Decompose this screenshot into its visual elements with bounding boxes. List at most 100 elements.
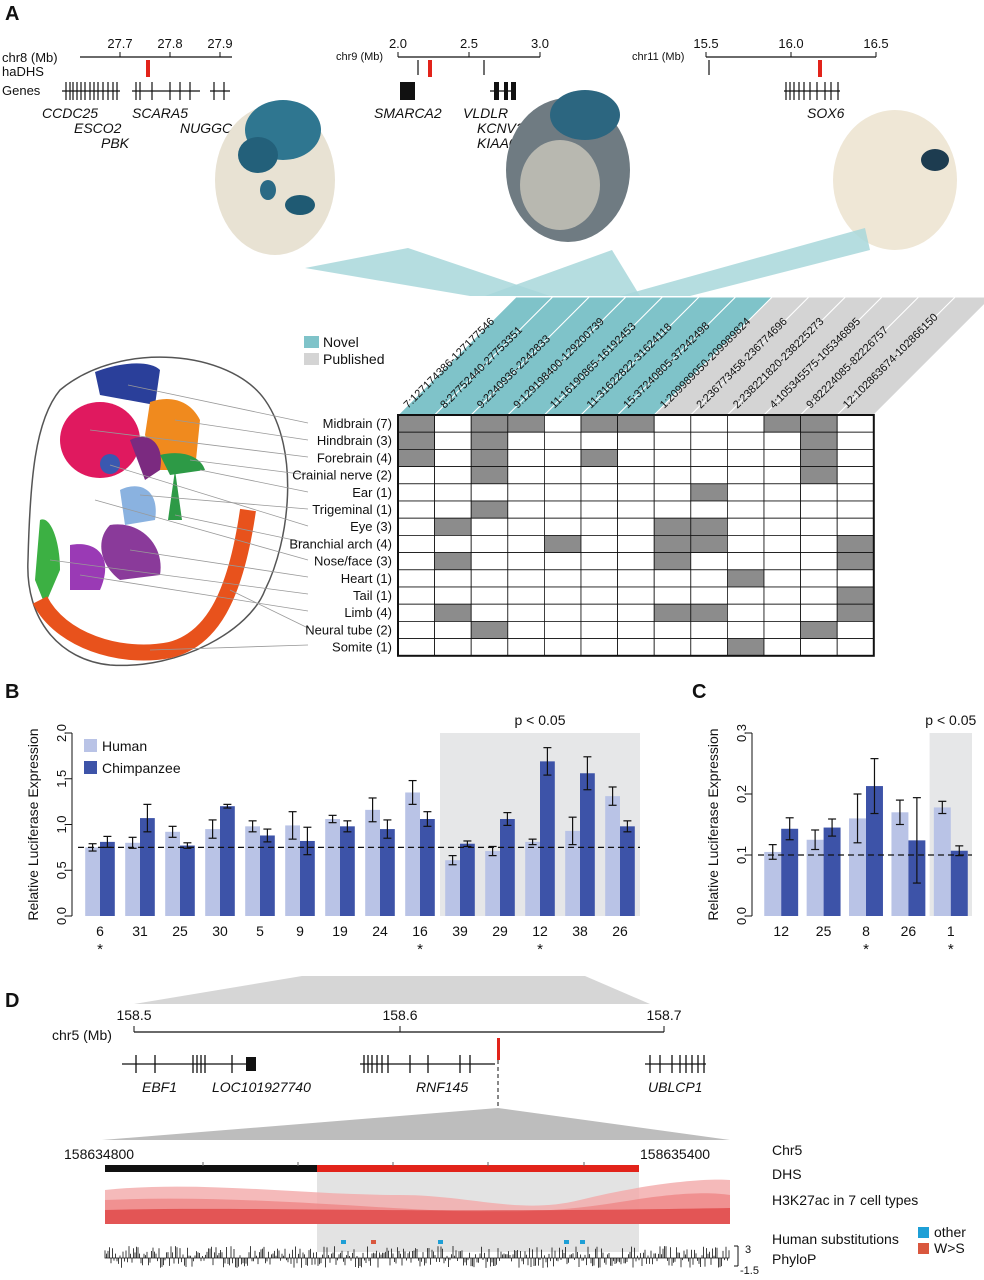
panel-label-c: C: [692, 681, 706, 703]
matrix-cell-1-8: [653, 414, 692, 433]
matrix-cell-10-8: [653, 569, 692, 588]
legend-swatch-chimpanzee: [84, 761, 97, 774]
haDHS-track-label: haDHS: [2, 64, 44, 79]
matrix-cell-2-6: [580, 431, 618, 450]
matrix-cell-14-5: [544, 638, 582, 657]
matrix-cell-6-2: [434, 500, 472, 519]
matrix-cell-4-7: [617, 466, 655, 485]
matrix-cell-7-4: [507, 517, 545, 536]
matrix-cell-4-3: [470, 466, 509, 485]
matrix-cell-4-9: [690, 466, 728, 485]
matrix-cell-13-7: [617, 621, 655, 640]
panel-label-a: A: [5, 3, 19, 25]
locus-chr9-axis-label: chr9 (Mb): [336, 51, 383, 63]
matrix-cell-4-5: [544, 466, 582, 485]
panel-d-tick-1: 158.5: [116, 1007, 151, 1023]
panel-label-d: D: [5, 990, 19, 1012]
matrix-cell-3-9: [690, 448, 728, 467]
matrix-cell-9-5: [544, 552, 582, 571]
matrix-cell-3-3: [470, 448, 509, 467]
matrix-cell-3-2: [434, 448, 472, 467]
matrix-cell-7-2: [434, 517, 472, 536]
locus-chr8-tick-1: 27.7: [107, 36, 132, 51]
x-tick-label-26: 26: [612, 923, 628, 939]
x-tick-label-29: 29: [492, 923, 508, 939]
matrix-cell-12-3: [470, 603, 509, 622]
panel-d-tick-3: 158.7: [646, 1007, 681, 1023]
matrix-cell-13-10: [727, 621, 765, 640]
matrix-cell-3-12: [800, 448, 838, 467]
matrix-cell-10-6: [580, 569, 618, 588]
gene-vldlr: VLDLR: [463, 105, 508, 121]
embryo-photo-3: [833, 110, 957, 250]
zoom-end-coordinate: 158635400: [640, 1146, 710, 1162]
legend-novel: Novel: [323, 334, 359, 350]
substitution-other-1: [341, 1240, 346, 1244]
x-tick-label-25: 25: [816, 923, 832, 939]
phylop-track: [104, 1246, 730, 1268]
matrix-cell-7-5: [544, 517, 582, 536]
row-label-12: Limb (4): [344, 605, 392, 620]
bar-human-26: [891, 812, 909, 916]
dhs-track-bar: [317, 1165, 639, 1172]
track-label-dhs: DHS: [772, 1166, 802, 1182]
matrix-cell-7-7: [617, 517, 655, 536]
matrix-cell-13-12: [800, 621, 838, 640]
x-tick-label-8: 8: [862, 923, 870, 939]
x-tick-label-1: 1: [947, 923, 955, 939]
matrix-cell-11-6: [580, 586, 618, 605]
y-tick-label-0: 0.0: [734, 907, 749, 925]
matrix-cell-12-7: [617, 603, 655, 622]
matrix-cell-2-11: [763, 431, 801, 450]
matrix-cell-13-8: [653, 621, 692, 640]
matrix-cell-9-1: [397, 552, 435, 571]
matrix-cell-11-2: [434, 586, 472, 605]
locus-chr9-tick-1: 2.0: [389, 36, 407, 51]
matrix-cell-3-10: [727, 448, 765, 467]
y-tick-label-3: 0.3: [734, 724, 749, 742]
matrix-cell-4-13: [836, 466, 875, 485]
matrix-cell-6-8: [653, 500, 692, 519]
bar-human-5: [245, 826, 260, 916]
matrix-cell-1-6: [580, 414, 618, 433]
bar-human-12: [764, 851, 782, 916]
matrix-cell-13-11: [763, 621, 801, 640]
locus-chr11-tick-3: 16.5: [863, 36, 888, 51]
matrix-cell-4-10: [727, 466, 765, 485]
gene-nuggc: NUGGC: [180, 120, 233, 136]
bar-chimpanzee-26: [620, 826, 635, 916]
matrix-cell-12-12: [800, 603, 838, 622]
bar-chimpanzee-1: [950, 850, 968, 916]
bar-chimpanzee-6: [100, 841, 115, 916]
bar-chimpanzee-9: [300, 840, 315, 916]
gene-loc101927740: LOC101927740: [212, 1079, 311, 1095]
gene-smarca2: SMARCA2: [374, 105, 442, 121]
matrix-cell-6-12: [800, 500, 838, 519]
matrix-cell-14-4: [507, 638, 545, 657]
matrix-cell-10-5: [544, 569, 582, 588]
matrix-cell-9-4: [507, 552, 545, 571]
matrix-cell-5-8: [653, 483, 692, 502]
gene-sox6: SOX6: [807, 105, 845, 121]
matrix-cell-8-10: [727, 535, 765, 554]
novel-published-legend: Novel Published: [304, 334, 385, 367]
matrix-cell-5-5: [544, 483, 582, 502]
bar-chimpanzee-12: [540, 761, 555, 916]
matrix-cell-7-9: [690, 517, 728, 536]
legend-ws-label: W>S: [934, 1240, 965, 1256]
matrix-cell-1-10: [727, 414, 765, 433]
matrix-cell-13-13: [836, 621, 875, 640]
matrix-cell-11-13: [836, 586, 875, 605]
x-tick-label-12: 12: [773, 923, 789, 939]
matrix-cell-14-3: [470, 638, 509, 657]
legend-other-swatch: [918, 1227, 929, 1238]
matrix-cell-12-13: [836, 603, 875, 622]
y-axis-label: Relative Luciferase Expression: [25, 728, 41, 920]
matrix-cell-2-8: [653, 431, 692, 450]
bar-human-16: [405, 792, 420, 916]
significance-label: p < 0.05: [515, 712, 566, 728]
matrix-cell-14-12: [800, 638, 838, 657]
track-label-substitutions: Human substitutions: [772, 1231, 899, 1247]
track-label-chr5: Chr5: [772, 1142, 803, 1158]
matrix-cell-11-10: [727, 586, 765, 605]
